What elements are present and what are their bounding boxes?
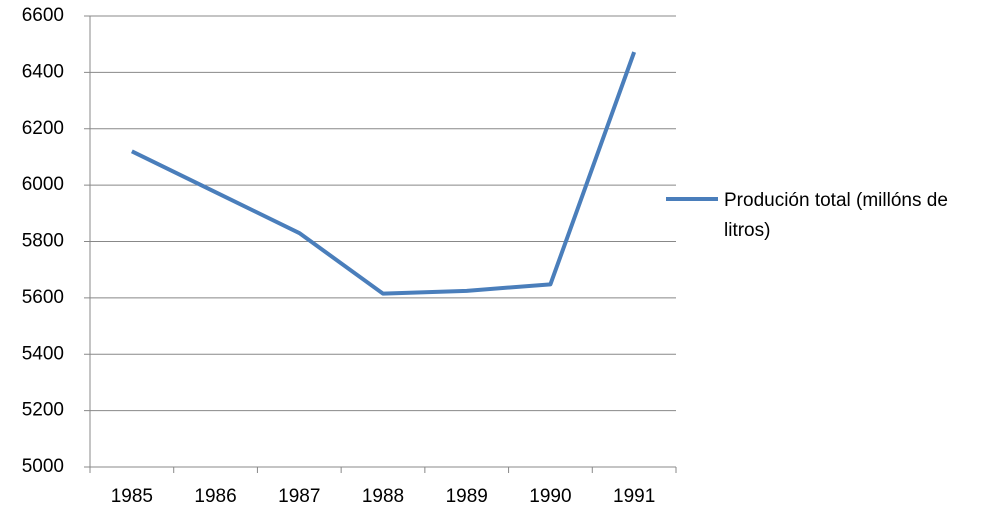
y-tick-label: 5000	[22, 456, 64, 477]
x-tick-label: 1985	[111, 486, 153, 507]
legend-label: Produción total (millóns de litros)	[724, 190, 948, 241]
y-tick-label: 5400	[22, 343, 64, 364]
y-tick-label: 6600	[22, 5, 64, 26]
y-tick-label: 5800	[22, 231, 64, 252]
x-tick-label: 1991	[613, 486, 655, 507]
series-line	[130, 51, 637, 296]
x-tick-label: 1986	[194, 486, 236, 507]
x-tick-label: 1989	[446, 486, 488, 507]
x-tick-label: 1987	[278, 486, 320, 507]
x-tick-label: 1990	[529, 486, 571, 507]
x-tick-label: 1988	[362, 486, 404, 507]
y-tick-label: 5600	[22, 287, 64, 308]
y-tick-label: 5200	[22, 400, 64, 421]
y-tick-label: 6200	[22, 118, 64, 139]
y-tick-label: 6400	[22, 61, 64, 82]
y-tick-label: 6000	[22, 174, 64, 195]
